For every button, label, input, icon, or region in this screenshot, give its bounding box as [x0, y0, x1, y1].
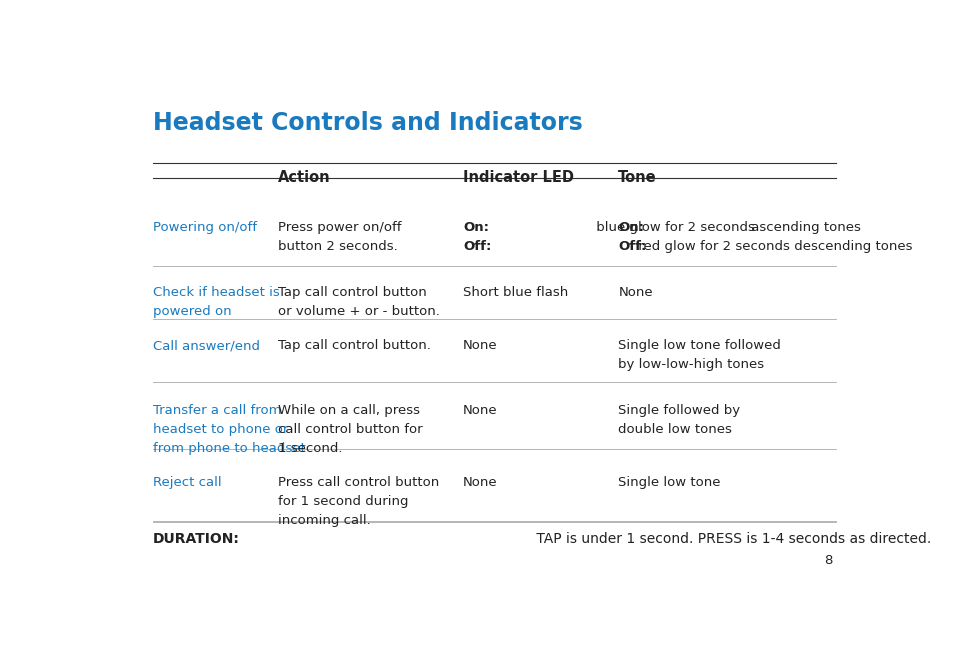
Text: On:: On:	[462, 220, 489, 233]
Text: or volume + or - button.: or volume + or - button.	[278, 305, 439, 318]
Text: Short blue flash: Short blue flash	[462, 286, 568, 299]
Text: red glow for 2 seconds: red glow for 2 seconds	[634, 240, 789, 253]
Text: button 2 seconds.: button 2 seconds.	[278, 240, 397, 253]
Text: Check if headset is: Check if headset is	[152, 286, 279, 299]
Text: Headset Controls and Indicators: Headset Controls and Indicators	[152, 111, 581, 135]
Text: Press call control button: Press call control button	[278, 476, 439, 489]
Text: Tap call control button.: Tap call control button.	[278, 339, 431, 352]
Text: Transfer a call from: Transfer a call from	[152, 404, 281, 417]
Text: Indicator LED: Indicator LED	[462, 170, 574, 185]
Text: Call answer/end: Call answer/end	[152, 339, 259, 352]
Text: from phone to headset: from phone to headset	[152, 443, 305, 456]
Text: Reject call: Reject call	[152, 476, 221, 489]
Text: On:: On:	[618, 220, 643, 233]
Text: ascending tones: ascending tones	[746, 220, 860, 233]
Text: for 1 second during: for 1 second during	[278, 495, 408, 508]
Text: 8: 8	[823, 554, 832, 567]
Text: Single low tone followed: Single low tone followed	[618, 339, 781, 352]
Text: incoming call.: incoming call.	[278, 514, 371, 527]
Text: Off:: Off:	[618, 240, 646, 253]
Text: Powering on/off: Powering on/off	[152, 220, 256, 233]
Text: 1 second.: 1 second.	[278, 443, 342, 456]
Text: descending tones: descending tones	[789, 240, 911, 253]
Text: DURATION:: DURATION:	[152, 532, 239, 547]
Text: Tap call control button: Tap call control button	[278, 286, 427, 299]
Text: call control button for: call control button for	[278, 423, 422, 436]
Text: None: None	[462, 339, 497, 352]
Text: TAP is under 1 second. PRESS is 1-4 seconds as directed.: TAP is under 1 second. PRESS is 1-4 seco…	[531, 532, 930, 547]
Text: Press power on/off: Press power on/off	[278, 220, 401, 233]
Text: None: None	[618, 286, 652, 299]
Text: by low-low-high tones: by low-low-high tones	[618, 358, 763, 371]
Text: Off:: Off:	[462, 240, 491, 253]
Text: powered on: powered on	[152, 305, 231, 318]
Text: None: None	[462, 404, 497, 417]
Text: Single low tone: Single low tone	[618, 476, 720, 489]
Text: Single followed by: Single followed by	[618, 404, 740, 417]
Text: Tone: Tone	[618, 170, 657, 185]
Text: double low tones: double low tones	[618, 423, 731, 436]
Text: While on a call, press: While on a call, press	[278, 404, 419, 417]
Text: headset to phone or: headset to phone or	[152, 423, 288, 436]
Text: Action: Action	[278, 170, 331, 185]
Text: None: None	[462, 476, 497, 489]
Text: blue glow for 2 seconds: blue glow for 2 seconds	[591, 220, 754, 233]
